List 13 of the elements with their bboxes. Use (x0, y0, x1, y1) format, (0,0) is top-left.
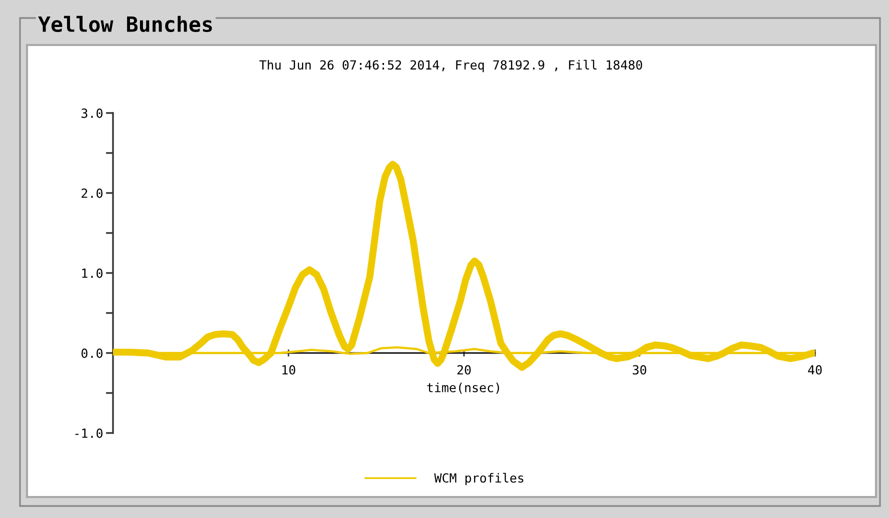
y-tick-label: -1.0 (75, 428, 102, 438)
x-tick-label: 20 (457, 365, 471, 375)
y-tick-label: 0.0 (82, 348, 102, 358)
x-tick-label: 30 (632, 365, 646, 375)
chart-title: Yellow Bunches (38, 16, 212, 32)
legend-label: WCM profiles (434, 472, 524, 486)
x-axis-title: time(nsec) (427, 382, 500, 394)
y-tick-label: 3.0 (82, 108, 102, 118)
y-tick-label: 2.0 (82, 188, 102, 198)
chart-subtitle: Thu Jun 26 07:46:52 2014, Freq 78192.9 , Fill 18480 (259, 60, 642, 72)
x-tick-label: 10 (282, 365, 296, 375)
x-tick-label: 40 (808, 365, 822, 375)
y-tick-label: 1.0 (82, 268, 102, 278)
